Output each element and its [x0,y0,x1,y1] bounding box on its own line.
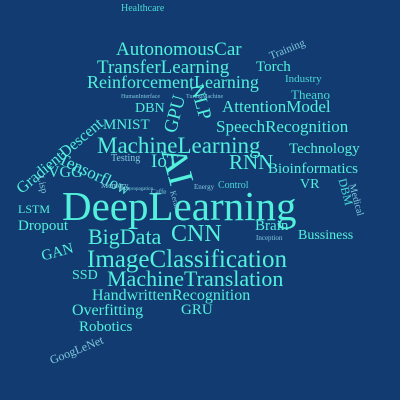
word-machinetranslation: MachineTranslation [107,266,284,291]
word-inception: Inception [256,234,283,242]
word-mnist: MNIST [103,117,150,133]
word-gru: GRU [181,302,213,318]
word-rnn: RNN [229,150,274,174]
word-reinforcementlearning: ReinforcementLearning [87,72,259,92]
word-overfitting: Overfitting [72,302,144,319]
word-turingmachine: TuringMachine [186,94,224,100]
word-bussiness: Bussiness [298,228,354,243]
word-ssd: SSD [72,268,98,283]
word-googlenet: GoogLeNet [47,332,106,368]
word-bigdata: BigData [88,224,162,249]
word-energy: Energy [194,183,215,191]
word-lstm: LSTM [18,202,51,216]
word-memory: Memory [101,181,129,190]
word-dbm: DBM [335,176,357,207]
word-torch: Torch [256,59,291,75]
word-robotics: Robotics [79,319,133,335]
word-vgg: VGG [48,164,83,181]
word-cnn: CNN [171,221,222,247]
word-transferlearning: TransferLearning [97,57,230,78]
word-gpu: GPU [160,93,191,136]
word-handwrittenrecognition: HandwrittenRecognition [92,287,251,304]
word-bioinformatics: Bioinformatics [268,161,358,177]
word-brain: Brain [255,218,289,234]
word-machinelearning: MachineLearning [97,133,261,158]
word-theano: Theano [291,87,330,102]
word-dbn: DBN [135,101,165,116]
word-iot: IoT [151,151,179,172]
word-caffe: Caffe [151,188,167,196]
word-testing: Testing [111,153,141,164]
word-imageclassification: ImageClassification [87,246,287,273]
word-dropout: Dropout [18,218,68,234]
word-industry: Industry [285,73,322,85]
word-backpropagation: Backpropagation [119,187,154,192]
word-control: Control [218,180,249,191]
word-vr: VR [300,177,320,192]
word-speechrecognition: SpeechRecognition [216,117,349,136]
word-healthcare: Healthcare [121,3,165,14]
word-technology: Technology [289,141,360,157]
word-deeplearning: DeepLearning [62,183,297,229]
word-gan: GAN [39,240,76,265]
word-autonomouscar: AutonomousCar [116,39,242,60]
word-humaninterface: HumanInterface [121,94,160,100]
word-attentionmodel: AttentionModel [222,97,331,116]
